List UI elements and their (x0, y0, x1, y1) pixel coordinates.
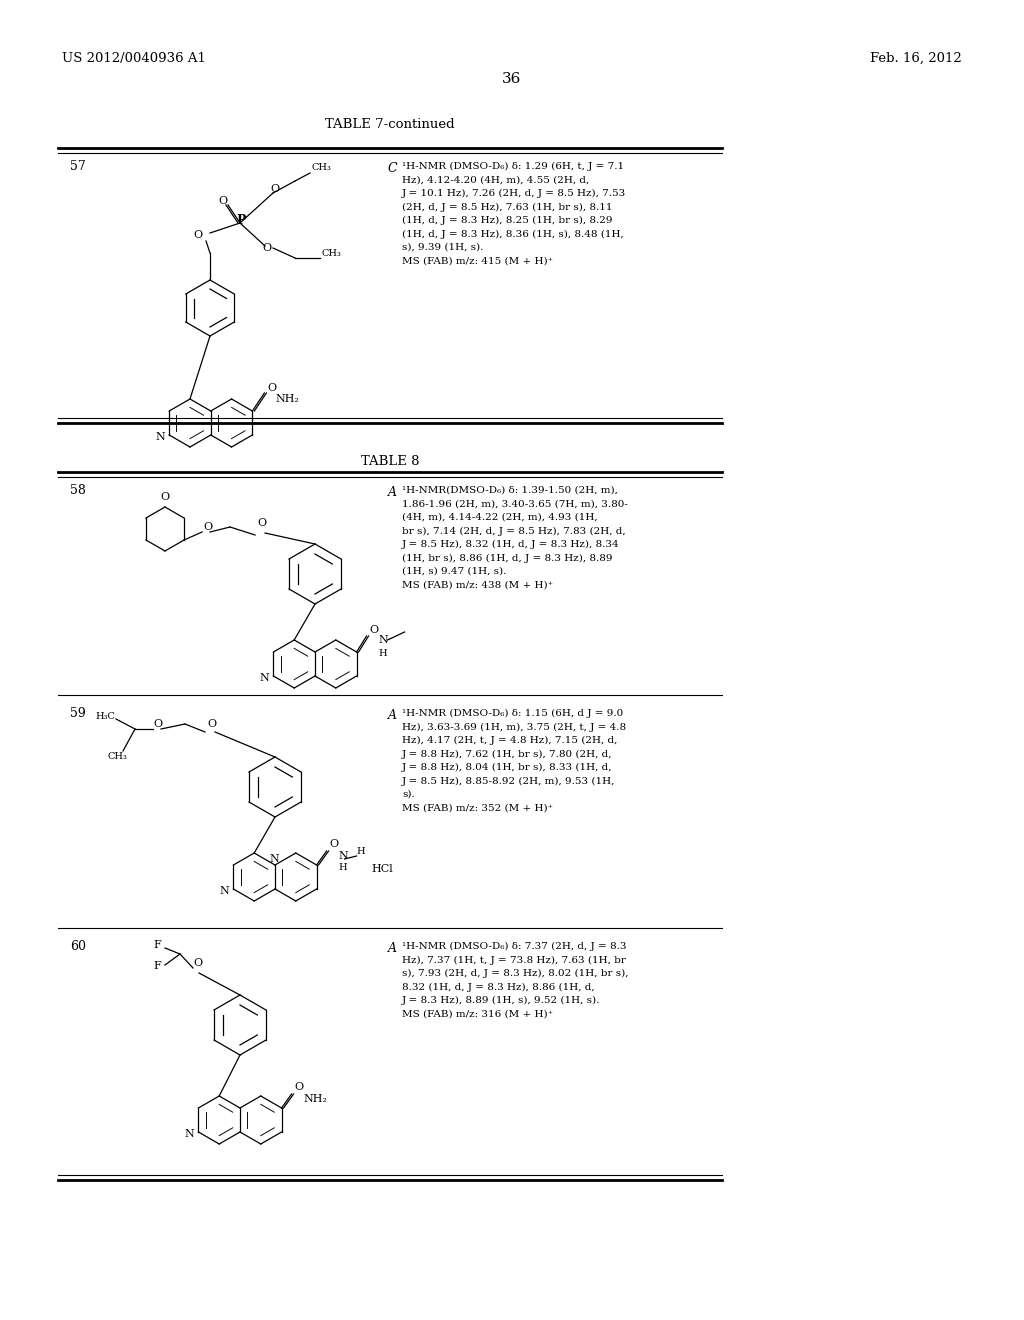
Text: Feb. 16, 2012: Feb. 16, 2012 (870, 51, 962, 65)
Text: H: H (379, 648, 387, 657)
Text: Hz), 4.17 (2H, t, J = 4.8 Hz), 7.15 (2H, d,: Hz), 4.17 (2H, t, J = 4.8 Hz), 7.15 (2H,… (402, 737, 617, 744)
Text: CH₃: CH₃ (108, 752, 128, 762)
Text: 1.86-1.96 (2H, m), 3.40-3.65 (7H, m), 3.80-: 1.86-1.96 (2H, m), 3.40-3.65 (7H, m), 3.… (402, 499, 628, 508)
Text: US 2012/0040936 A1: US 2012/0040936 A1 (62, 51, 206, 65)
Text: ¹H-NMR (DMSO-D₆) δ: 1.15 (6H, d J = 9.0: ¹H-NMR (DMSO-D₆) δ: 1.15 (6H, d J = 9.0 (402, 709, 624, 718)
Text: br s), 7.14 (2H, d, J = 8.5 Hz), 7.83 (2H, d,: br s), 7.14 (2H, d, J = 8.5 Hz), 7.83 (2… (402, 527, 626, 536)
Text: NH₂: NH₂ (303, 1094, 328, 1104)
Text: J = 8.8 Hz), 7.62 (1H, br s), 7.80 (2H, d,: J = 8.8 Hz), 7.62 (1H, br s), 7.80 (2H, … (402, 750, 612, 759)
Text: 59: 59 (70, 708, 86, 719)
Text: (1H, d, J = 8.3 Hz), 8.25 (1H, br s), 8.29: (1H, d, J = 8.3 Hz), 8.25 (1H, br s), 8.… (402, 216, 612, 226)
Text: N: N (269, 854, 279, 865)
Text: 60: 60 (70, 940, 86, 953)
Text: H: H (356, 846, 366, 855)
Text: s), 9.39 (1H, s).: s), 9.39 (1H, s). (402, 243, 483, 252)
Text: ¹H-NMR(DMSO-D₆) δ: 1.39-1.50 (2H, m),: ¹H-NMR(DMSO-D₆) δ: 1.39-1.50 (2H, m), (402, 486, 617, 495)
Text: 58: 58 (70, 484, 86, 498)
Text: s), 7.93 (2H, d, J = 8.3 Hz), 8.02 (1H, br s),: s), 7.93 (2H, d, J = 8.3 Hz), 8.02 (1H, … (402, 969, 629, 978)
Text: N: N (259, 673, 269, 682)
Text: s).: s). (402, 789, 415, 799)
Text: (4H, m), 4.14-4.22 (2H, m), 4.93 (1H,: (4H, m), 4.14-4.22 (2H, m), 4.93 (1H, (402, 513, 598, 521)
Text: F: F (153, 940, 161, 950)
Text: J = 8.5 Hz), 8.32 (1H, d, J = 8.3 Hz), 8.34: J = 8.5 Hz), 8.32 (1H, d, J = 8.3 Hz), 8… (402, 540, 620, 549)
Text: O: O (295, 1082, 304, 1092)
Text: HCl: HCl (372, 865, 393, 874)
Text: N: N (379, 635, 388, 645)
Text: NH₂: NH₂ (275, 393, 299, 404)
Text: 57: 57 (70, 160, 86, 173)
Text: O: O (257, 517, 266, 528)
Text: J = 8.5 Hz), 8.85-8.92 (2H, m), 9.53 (1H,: J = 8.5 Hz), 8.85-8.92 (2H, m), 9.53 (1H… (402, 776, 615, 785)
Text: MS (FAB) m/z: 438 (M + H)⁺: MS (FAB) m/z: 438 (M + H)⁺ (402, 581, 553, 590)
Text: O: O (330, 840, 339, 849)
Text: Hz), 4.12-4.20 (4H, m), 4.55 (2H, d,: Hz), 4.12-4.20 (4H, m), 4.55 (2H, d, (402, 176, 589, 185)
Text: (1H, br s), 8.86 (1H, d, J = 8.3 Hz), 8.89: (1H, br s), 8.86 (1H, d, J = 8.3 Hz), 8.… (402, 553, 612, 562)
Text: CH₃: CH₃ (312, 164, 332, 173)
Text: O: O (218, 195, 227, 206)
Text: N: N (219, 886, 229, 896)
Text: TABLE 8: TABLE 8 (360, 455, 419, 469)
Text: O: O (207, 719, 216, 729)
Text: C: C (388, 162, 397, 176)
Text: (1H, d, J = 8.3 Hz), 8.36 (1H, s), 8.48 (1H,: (1H, d, J = 8.3 Hz), 8.36 (1H, s), 8.48 … (402, 230, 624, 239)
Text: MS (FAB) m/z: 352 (M + H)⁺: MS (FAB) m/z: 352 (M + H)⁺ (402, 804, 553, 813)
Text: CH₃: CH₃ (322, 248, 342, 257)
Text: A: A (388, 709, 397, 722)
Text: F: F (153, 961, 161, 972)
Text: O: O (194, 230, 203, 240)
Text: ¹H-NMR (DMSO-D₆) δ: 1.29 (6H, t, J = 7.1: ¹H-NMR (DMSO-D₆) δ: 1.29 (6H, t, J = 7.1 (402, 162, 624, 172)
Text: J = 8.8 Hz), 8.04 (1H, br s), 8.33 (1H, d,: J = 8.8 Hz), 8.04 (1H, br s), 8.33 (1H, … (402, 763, 612, 772)
Text: Hz), 3.63-3.69 (1H, m), 3.75 (2H, t, J = 4.8: Hz), 3.63-3.69 (1H, m), 3.75 (2H, t, J =… (402, 722, 626, 731)
Text: O: O (193, 958, 202, 968)
Text: ¹H-NMR (DMSO-D₆) δ: 7.37 (2H, d, J = 8.3: ¹H-NMR (DMSO-D₆) δ: 7.37 (2H, d, J = 8.3 (402, 942, 627, 952)
Text: N: N (339, 851, 348, 861)
Text: O: O (160, 492, 169, 502)
Text: O: O (203, 521, 212, 532)
Text: H: H (339, 863, 347, 873)
Text: Hz), 7.37 (1H, t, J = 73.8 Hz), 7.63 (1H, br: Hz), 7.37 (1H, t, J = 73.8 Hz), 7.63 (1H… (402, 956, 626, 965)
Text: (2H, d, J = 8.5 Hz), 7.63 (1H, br s), 8.11: (2H, d, J = 8.5 Hz), 7.63 (1H, br s), 8.… (402, 202, 612, 211)
Text: N: N (156, 432, 165, 442)
Text: P: P (236, 214, 246, 227)
Text: O: O (262, 243, 271, 253)
Text: A: A (388, 942, 397, 954)
Text: A: A (388, 486, 397, 499)
Text: 36: 36 (503, 73, 521, 86)
Text: MS (FAB) m/z: 316 (M + H)⁺: MS (FAB) m/z: 316 (M + H)⁺ (402, 1010, 553, 1019)
Text: (1H, s) 9.47 (1H, s).: (1H, s) 9.47 (1H, s). (402, 568, 507, 576)
Text: N: N (184, 1129, 195, 1139)
Text: 8.32 (1H, d, J = 8.3 Hz), 8.86 (1H, d,: 8.32 (1H, d, J = 8.3 Hz), 8.86 (1H, d, (402, 982, 595, 991)
Text: O: O (370, 624, 379, 635)
Text: O: O (270, 183, 280, 194)
Text: O: O (267, 383, 276, 393)
Text: O: O (153, 719, 162, 729)
Text: J = 8.3 Hz), 8.89 (1H, s), 9.52 (1H, s).: J = 8.3 Hz), 8.89 (1H, s), 9.52 (1H, s). (402, 997, 600, 1005)
Text: MS (FAB) m/z: 415 (M + H)⁺: MS (FAB) m/z: 415 (M + H)⁺ (402, 256, 553, 265)
Text: J = 10.1 Hz), 7.26 (2H, d, J = 8.5 Hz), 7.53: J = 10.1 Hz), 7.26 (2H, d, J = 8.5 Hz), … (402, 189, 627, 198)
Text: TABLE 7-continued: TABLE 7-continued (326, 117, 455, 131)
Text: H₃C: H₃C (95, 711, 115, 721)
